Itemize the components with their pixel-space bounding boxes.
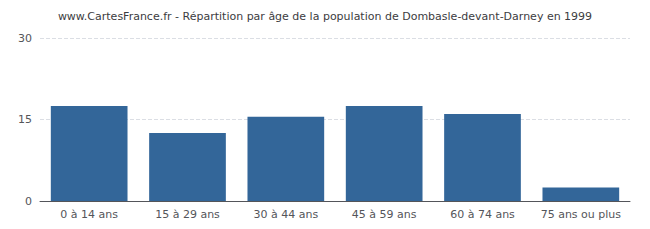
svg-text:30: 30	[18, 32, 32, 45]
svg-text:0 à 14 ans: 0 à 14 ans	[60, 208, 118, 221]
svg-text:45 à 59 ans: 45 à 59 ans	[352, 208, 417, 221]
svg-text:60 à 74 ans: 60 à 74 ans	[450, 208, 515, 221]
svg-text:15: 15	[18, 113, 32, 126]
svg-text:15 à 29 ans: 15 à 29 ans	[155, 208, 220, 221]
svg-text:75 ans ou plus: 75 ans ou plus	[541, 208, 622, 221]
svg-text:www.CartesFrance.fr - Répartit: www.CartesFrance.fr - Répartition par âg…	[58, 10, 592, 23]
svg-text:30 à 44 ans: 30 à 44 ans	[253, 208, 318, 221]
svg-text:0: 0	[25, 195, 32, 208]
